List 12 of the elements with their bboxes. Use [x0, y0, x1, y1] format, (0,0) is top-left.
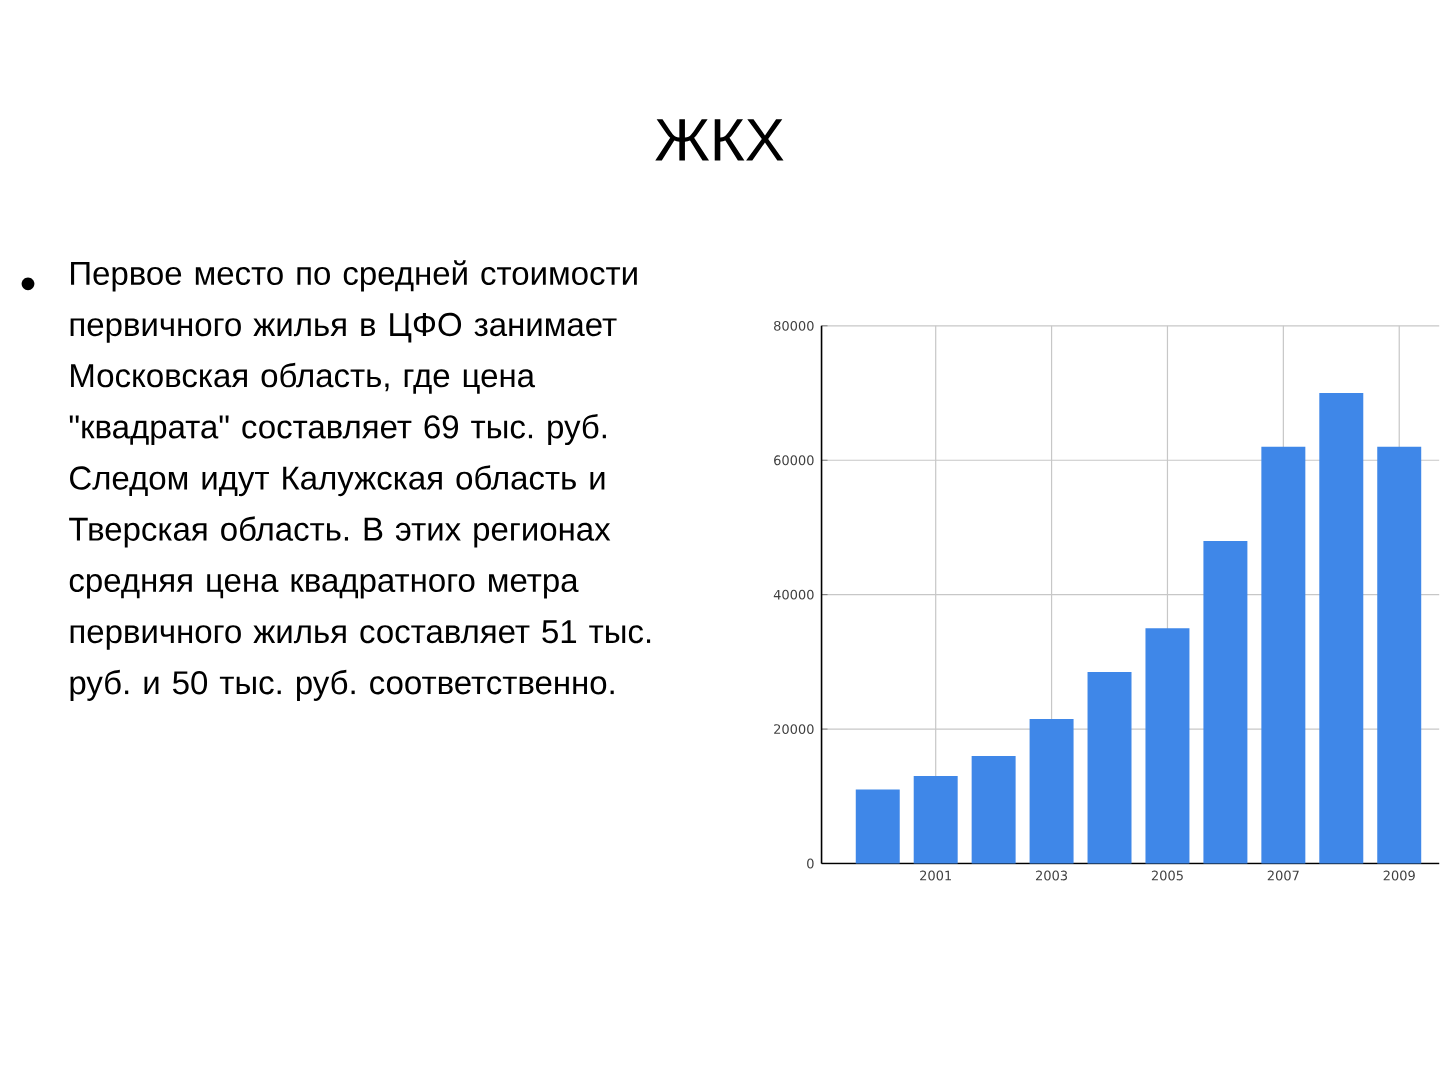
bar	[1029, 719, 1074, 864]
bar	[913, 776, 958, 864]
bar	[855, 789, 900, 864]
bar	[1377, 447, 1422, 864]
chart-title: ЖКХ	[655, 119, 784, 161]
bar	[1319, 393, 1364, 864]
bar	[971, 756, 1016, 864]
bar	[1261, 447, 1306, 864]
bar	[1203, 541, 1248, 864]
text: Первое место по средней стоимости первичного жилья в ЦФО занимает Московская область, где цена "квадрата" составляет 69 тыс. руб. Следом идут Калужская область и Тверская область. В этих регионах средняя цена квадратного метра первичного жилья составляет 51 тыс. руб. и 50 тыс. руб. соответственно.	[69, 260, 651, 702]
bar	[1145, 628, 1190, 864]
bar	[1087, 672, 1132, 864]
